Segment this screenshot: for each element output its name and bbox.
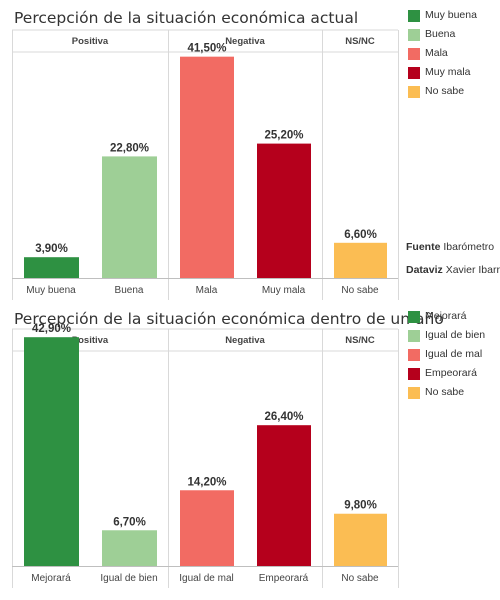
tick-label-mala: Mala [196, 285, 218, 296]
tick-label-igual-de-bien: Igual de bien [100, 573, 157, 584]
data-label-no-sabe: 6,60% [344, 229, 377, 241]
group-header-positiva: Positiva [72, 36, 109, 47]
bar-igual-de-mal [180, 490, 234, 566]
legend-label: Mejorará [425, 310, 467, 322]
data-label-mejorara: 42,90% [32, 323, 71, 335]
bar-buena [102, 156, 157, 278]
legend-label: Muy buena [425, 9, 477, 21]
dataviz-credit: Dataviz Xavier Ibarre [406, 264, 500, 276]
bar-no-sabe [334, 242, 387, 278]
tick-label-buena: Buena [115, 285, 144, 296]
source-credit: Fuente Ibarómetro [406, 241, 494, 253]
legend-swatch [408, 311, 420, 323]
tick-label-mejorara: Mejorará [31, 573, 71, 584]
legend-label: Empeorará [425, 367, 477, 379]
legend-swatch [408, 368, 420, 380]
legend-swatch [408, 67, 420, 79]
data-label-igual-de-bien: 6,70% [113, 516, 146, 528]
bar-mala [180, 56, 234, 279]
bar-no-sabe [334, 513, 387, 566]
group-header-ns-nc: NS/NC [345, 36, 375, 47]
group-header-ns-nc: NS/NC [345, 335, 375, 346]
bar-mejorara [24, 337, 79, 566]
source-value: Ibarómetro [443, 241, 495, 253]
tick-label-no-sabe: No sabe [341, 573, 379, 584]
legend-swatch [408, 330, 420, 342]
chart-1-title: Percepción de la situación económica act… [14, 9, 359, 27]
tick-label-empeorara: Empeorará [259, 573, 309, 584]
legend-swatch [408, 387, 420, 399]
legend-label: Buena [425, 28, 456, 40]
dataviz-value: Xavier Ibarre [445, 264, 500, 276]
group-header-positiva: Positiva [72, 335, 109, 346]
legend-label: Mala [425, 47, 448, 59]
data-label-empeorara: 26,40% [264, 411, 303, 423]
bar-igual-de-bien [102, 530, 157, 566]
chart-1-plot: Positiva Negativa NS/NC 3,90% Muy buena 22,80… [12, 29, 399, 300]
chart-2-title: Percepción de la situación económica den… [14, 310, 444, 328]
legend-swatch [408, 29, 420, 41]
bar-empeorara [257, 425, 311, 566]
legend-label: Muy mala [425, 66, 471, 78]
group-header-negativa: Negativa [225, 335, 265, 346]
legend-label: No sabe [425, 85, 465, 97]
data-label-igual-de-mal: 14,20% [187, 476, 226, 488]
tick-label-no-sabe: No sabe [341, 285, 379, 296]
bar-muy-mala [257, 143, 311, 278]
chart-2-plot: Positiva Negativa NS/NC 42,90% Mejorará 6,70%… [12, 323, 399, 588]
data-label-no-sabe: 9,80% [344, 500, 377, 512]
dataviz-key: Dataviz [406, 264, 443, 276]
tick-label-igual-de-mal: Igual de mal [179, 573, 233, 584]
group-header-negativa: Negativa [225, 36, 265, 47]
legend-label: Igual de bien [425, 329, 486, 341]
legend-swatch [408, 86, 420, 98]
source-key: Fuente [406, 241, 441, 253]
data-label-muy-buena: 3,90% [35, 243, 68, 255]
legend-label: No sabe [425, 386, 465, 398]
tick-label-muy-mala: Muy mala [262, 285, 306, 296]
data-label-mala: 41,50% [187, 43, 226, 55]
data-label-muy-mala: 25,20% [264, 130, 303, 142]
legend-swatch [408, 349, 420, 361]
bar-muy-buena [24, 257, 79, 278]
data-label-buena: 22,80% [110, 142, 149, 154]
legend-swatch [408, 10, 420, 22]
legend-label: Igual de mal [425, 348, 483, 360]
tick-label-muy-buena: Muy buena [26, 285, 76, 296]
legend-swatch [408, 48, 420, 60]
